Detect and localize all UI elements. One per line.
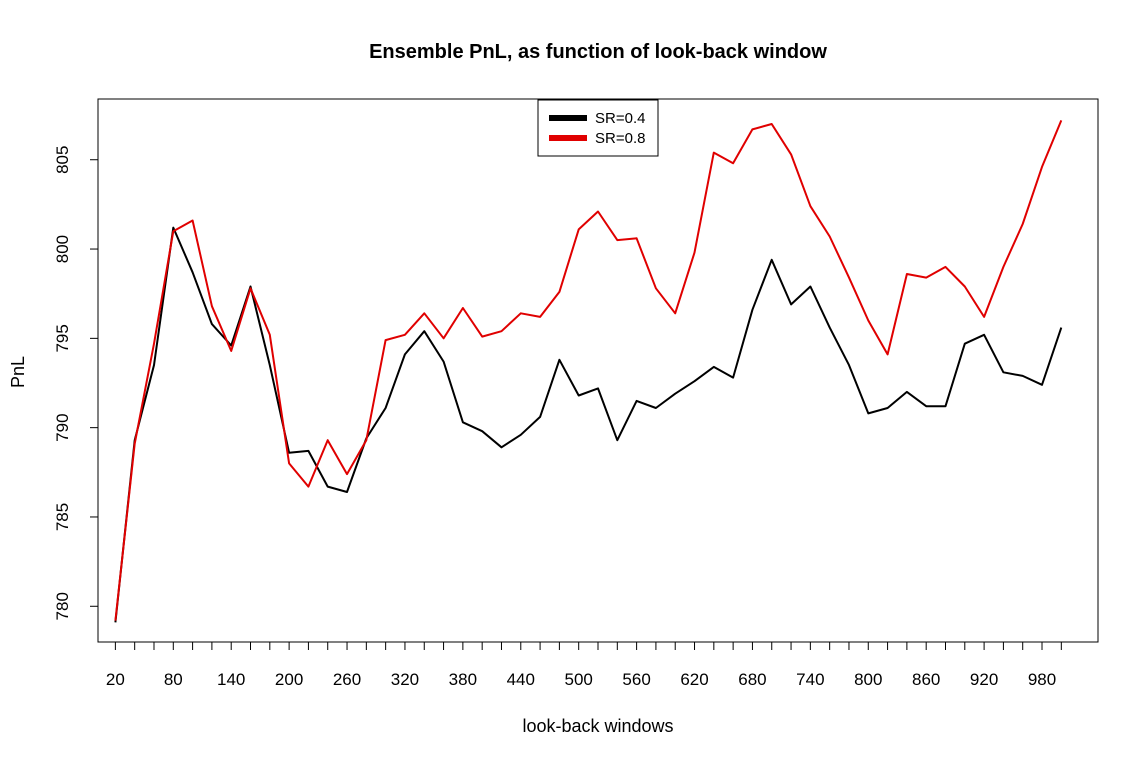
y-tick-label: 785 [53,503,72,531]
series-line-1 [114,226,1063,623]
legend-label-1: SR=0.4 [595,110,645,127]
x-axis-label: look-back windows [522,716,673,736]
series-layer [114,120,1063,623]
x-tick-label: 980 [1028,670,1056,689]
legend-box [537,99,659,157]
series-line-2 [114,120,1063,621]
x-tick-label: 380 [449,670,477,689]
legend-label-2: SR=0.8 [595,130,645,147]
x-axis: 20 80 140 200 260 320 380 440 500 560 620 680 740 800… [106,642,1062,689]
chart-title: Ensemble PnL, as function of look-back w… [369,41,827,63]
x-tick-label: 800 [854,670,882,689]
legend: SR=0.4 SR=0.8 [537,99,659,157]
y-tick-label: 795 [53,324,72,352]
y-tick-label: 790 [53,413,72,441]
y-tick-label: 805 [53,146,72,174]
y-axis: 780 785 790 795 800 805 [53,146,98,620]
plot-frame [97,98,1099,643]
x-tick-label: 140 [217,670,245,689]
x-tick-label: 680 [738,670,766,689]
x-tick-label: 440 [507,670,535,689]
x-tick-label: 860 [912,670,940,689]
x-tick-label: 740 [796,670,824,689]
y-axis-label: PnL [8,356,28,388]
x-tick-label: 560 [622,670,650,689]
x-tick-label: 500 [565,670,593,689]
y-tick-label: 800 [53,235,72,263]
x-tick-label: 920 [970,670,998,689]
x-tick-label: 260 [333,670,361,689]
x-tick-label: 20 [106,670,125,689]
x-tick-label: 320 [391,670,419,689]
x-tick-label: 200 [275,670,303,689]
x-tick-label: 80 [164,670,183,689]
y-tick-label: 780 [53,592,72,620]
x-tick-label: 620 [680,670,708,689]
